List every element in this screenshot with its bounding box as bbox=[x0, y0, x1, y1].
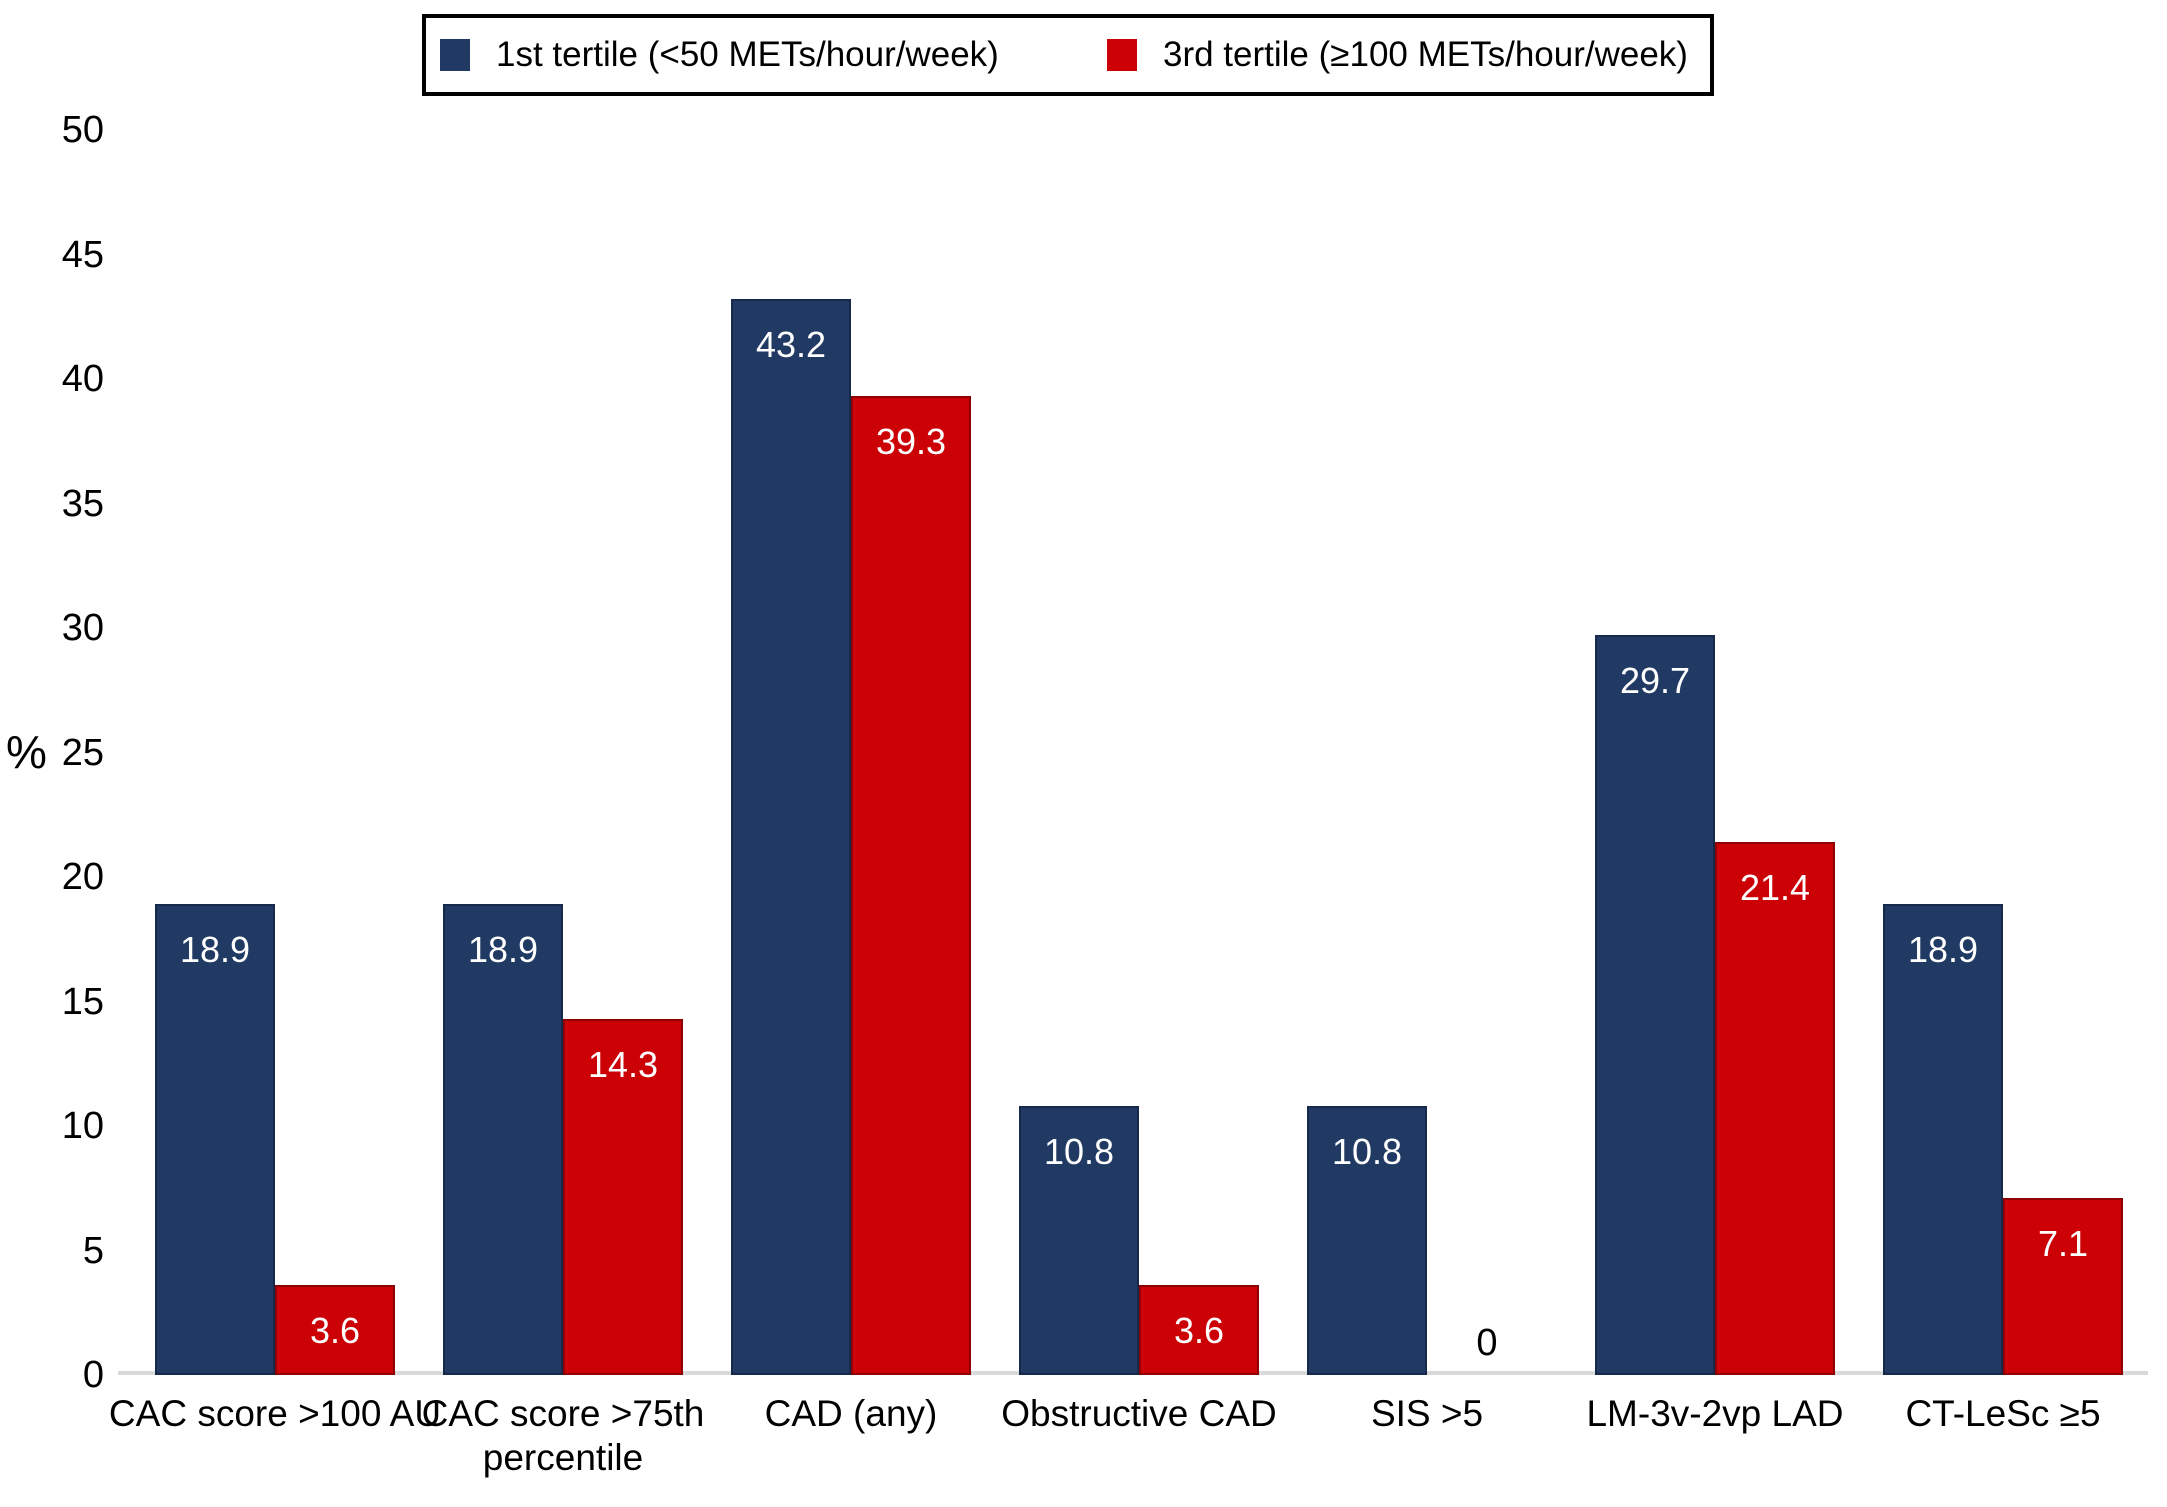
legend: 1st tertile (<50 METs/hour/week) 3rd ter… bbox=[422, 14, 1714, 96]
bar-1st-tertile bbox=[1883, 904, 2003, 1375]
bar-1st-tertile bbox=[731, 299, 851, 1375]
category-label: CAC score >75th percentile bbox=[421, 1393, 705, 1478]
y-tick-label: 10 bbox=[61, 1105, 104, 1147]
y-tick-label: 45 bbox=[61, 233, 104, 276]
bar-value-label: 3.6 bbox=[1173, 1310, 1225, 1351]
y-axis-label: % bbox=[6, 726, 47, 778]
bar-1st-tertile bbox=[1595, 635, 1715, 1375]
category-label: CT-LeSc ≥5 bbox=[1905, 1393, 2101, 1434]
category-label: LM-3v-2vp LAD bbox=[1586, 1393, 1844, 1434]
y-tick-label: 20 bbox=[61, 856, 104, 898]
bar-value-label: 18.9 bbox=[1907, 929, 1979, 970]
bar-value-label: 43.2 bbox=[755, 324, 827, 365]
bar-value-label: 21.4 bbox=[1739, 867, 1811, 908]
bar-value-label: 14.3 bbox=[587, 1044, 659, 1085]
bar-3rd-tertile bbox=[1139, 1285, 1259, 1375]
legend-entry-3rd-tertile: 3rd tertile (≥100 METs/hour/week) bbox=[1107, 18, 1688, 92]
y-tick-label: 35 bbox=[61, 482, 104, 525]
legend-swatch-1st-tertile bbox=[440, 39, 470, 71]
bar-value-label: 7.1 bbox=[2037, 1223, 2089, 1264]
legend-swatch-3rd-tertile bbox=[1107, 39, 1137, 71]
bar-3rd-tertile bbox=[2003, 1198, 2123, 1375]
bar-3rd-tertile bbox=[275, 1285, 395, 1375]
bar-1st-tertile bbox=[443, 904, 563, 1375]
bar-1st-tertile bbox=[155, 904, 275, 1375]
bar-1st-tertile bbox=[1019, 1106, 1139, 1375]
bar-3rd-tertile bbox=[851, 396, 971, 1375]
bar-value-label: 18.9 bbox=[179, 929, 251, 970]
bar-value-label: 18.9 bbox=[467, 929, 539, 970]
y-tick-label: 25 bbox=[61, 731, 104, 774]
bar-value-label: 29.7 bbox=[1619, 660, 1691, 701]
bar-value-label: 10.8 bbox=[1331, 1131, 1403, 1172]
zero-value-label: 0 bbox=[1476, 1322, 1498, 1364]
category-label: SIS >5 bbox=[1370, 1393, 1484, 1434]
legend-entry-1st-tertile: 1st tertile (<50 METs/hour/week) bbox=[440, 18, 999, 92]
category-label: Obstructive CAD bbox=[1001, 1393, 1277, 1434]
y-tick-label: 0 bbox=[82, 1354, 104, 1396]
bar-1st-tertile bbox=[1307, 1106, 1427, 1375]
bar-3rd-tertile bbox=[563, 1019, 683, 1375]
legend-label-1st-tertile: 1st tertile (<50 METs/hour/week) bbox=[496, 35, 999, 74]
bar-value-label: 10.8 bbox=[1043, 1131, 1115, 1172]
y-tick-label: 5 bbox=[82, 1229, 104, 1272]
legend-label-3rd-tertile: 3rd tertile (≥100 METs/hour/week) bbox=[1163, 35, 1688, 74]
bar-value-label: 3.6 bbox=[309, 1310, 361, 1351]
bar-3rd-tertile bbox=[1715, 842, 1835, 1375]
y-tick-label: 40 bbox=[61, 358, 104, 400]
y-tick-label: 30 bbox=[61, 607, 104, 649]
bar-value-label: 39.3 bbox=[875, 421, 947, 462]
category-label: CAC score >100 AU bbox=[108, 1393, 442, 1434]
category-label: CAD (any) bbox=[764, 1393, 938, 1434]
y-tick-label: 15 bbox=[61, 980, 104, 1023]
y-tick-label: 50 bbox=[61, 109, 104, 151]
